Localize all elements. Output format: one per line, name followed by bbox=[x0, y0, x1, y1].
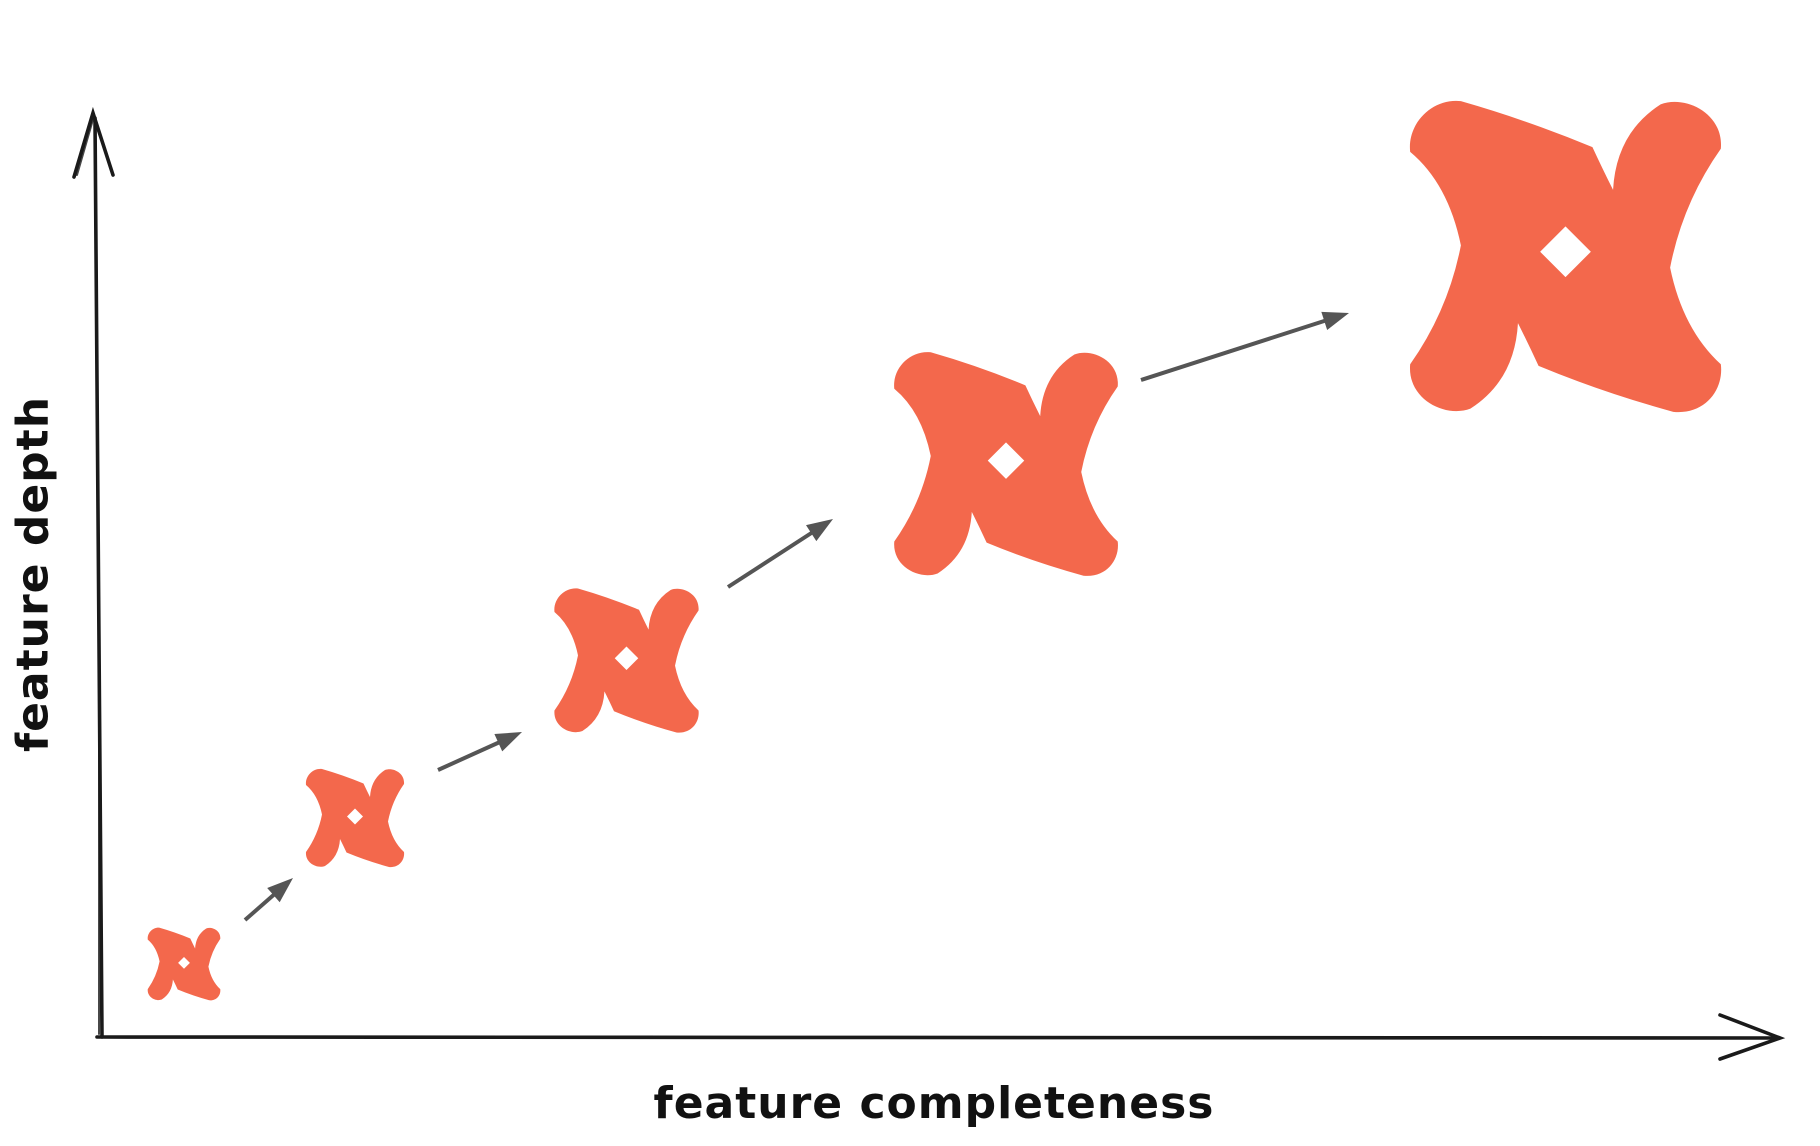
dbt-logo-icon-1 bbox=[147, 927, 221, 1001]
growth-arrow-shaft bbox=[243, 889, 280, 922]
growth-arrow-head bbox=[1321, 311, 1349, 331]
growth-arrow-2 bbox=[437, 732, 522, 772]
y-axis-line bbox=[93, 116, 104, 1039]
axes bbox=[72, 106, 1786, 1061]
x-axis-line bbox=[95, 1035, 1777, 1040]
dbt-logo-icon-4 bbox=[894, 352, 1118, 576]
growth-arrow-head bbox=[806, 519, 833, 542]
dbt-logo-icon-3 bbox=[554, 588, 699, 733]
x-axis-arrowhead bbox=[1718, 1013, 1786, 1061]
y-axis-arrowhead bbox=[72, 106, 115, 179]
growth-arrow-shaft bbox=[726, 528, 818, 589]
growth-arrow-1 bbox=[243, 878, 293, 922]
growth-arrow-head bbox=[267, 878, 293, 903]
growth-arrow-shaft bbox=[1140, 317, 1331, 382]
dbt-logo-icon-5 bbox=[1409, 100, 1722, 413]
growth-arrow-shaft bbox=[437, 738, 505, 772]
growth-arrow-4 bbox=[1140, 311, 1349, 382]
y-axis-arrowhead-overdraw bbox=[76, 115, 95, 176]
growth-arrow-3 bbox=[726, 519, 833, 589]
x-axis-label: feature completeness bbox=[653, 1078, 1215, 1129]
y-axis-label: feature depth bbox=[7, 395, 59, 753]
dbt-logo-icon-2 bbox=[305, 768, 405, 868]
logo-markers bbox=[147, 100, 1722, 1001]
growth-arrows bbox=[243, 311, 1349, 922]
growth-arrow-head bbox=[494, 732, 522, 752]
